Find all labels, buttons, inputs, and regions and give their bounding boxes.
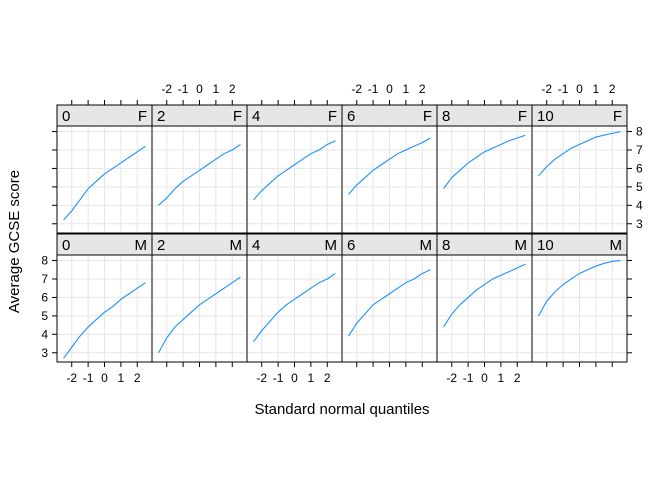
strip-label-right: F bbox=[328, 108, 337, 125]
series-line bbox=[443, 263, 526, 328]
x-tick-label-top: 1 bbox=[213, 82, 220, 96]
x-tick-label-bottom: -2 bbox=[66, 371, 77, 385]
x-tick-label-bottom: -2 bbox=[446, 371, 457, 385]
strip-label-left: 0 bbox=[62, 108, 70, 125]
x-axis-label: Standard normal quantiles bbox=[254, 401, 429, 418]
series-line bbox=[538, 130, 621, 177]
x-tick-label-bottom: 1 bbox=[308, 371, 315, 385]
y-tick-label-left: 8 bbox=[41, 254, 48, 268]
y-tick-label-right: 4 bbox=[636, 198, 643, 212]
y-tick-label-right: 7 bbox=[636, 143, 643, 157]
series-line bbox=[158, 143, 241, 206]
y-axis-label: Average GCSE score bbox=[6, 170, 23, 313]
x-tick-label-bottom: 1 bbox=[118, 371, 125, 385]
strip-label-left: 10 bbox=[537, 108, 554, 125]
series-line bbox=[538, 259, 621, 317]
series-line bbox=[158, 276, 241, 354]
strip bbox=[531, 233, 628, 256]
strip-label-right: F bbox=[233, 108, 242, 125]
strip-label-right: M bbox=[420, 237, 433, 254]
x-tick-label-bottom: 2 bbox=[324, 371, 331, 385]
strip-label-right: M bbox=[610, 237, 623, 254]
y-tick-label-left: 7 bbox=[41, 272, 48, 286]
y-tick-label-left: 5 bbox=[41, 309, 48, 323]
strip-label-right: F bbox=[423, 108, 432, 125]
y-tick-label-left: 3 bbox=[41, 346, 48, 360]
x-tick-label-top: 0 bbox=[386, 82, 393, 96]
y-tick-label-right: 3 bbox=[636, 217, 643, 231]
series-line bbox=[348, 269, 431, 337]
x-tick-label-top: -1 bbox=[178, 82, 189, 96]
panel: 10 M bbox=[531, 233, 628, 363]
strip-label-right: M bbox=[135, 237, 148, 254]
strip-label-left: 2 bbox=[157, 237, 165, 254]
x-tick-label-bottom: -1 bbox=[463, 371, 474, 385]
x-tick-label-bottom: 1 bbox=[498, 371, 505, 385]
x-tick-label-bottom: 2 bbox=[134, 371, 141, 385]
strip-label-left: 0 bbox=[62, 237, 70, 254]
x-tick-label-top: 0 bbox=[576, 82, 583, 96]
series-line bbox=[443, 134, 526, 190]
series-line bbox=[253, 140, 336, 201]
strip-label-right: M bbox=[515, 237, 528, 254]
strip-label-left: 6 bbox=[347, 108, 355, 125]
strip-label-right: M bbox=[325, 237, 338, 254]
strip-label-left: 4 bbox=[252, 237, 260, 254]
x-tick-label-top: 2 bbox=[609, 82, 616, 96]
x-tick-label-bottom: -2 bbox=[256, 371, 267, 385]
strip-label-left: 10 bbox=[537, 237, 554, 254]
strip-label-right: M bbox=[230, 237, 243, 254]
y-tick-label-right: 8 bbox=[636, 125, 643, 139]
series-line bbox=[63, 145, 146, 221]
strip-label-left: 4 bbox=[252, 108, 260, 125]
panel: 10 F bbox=[531, 104, 628, 234]
x-tick-label-top: -2 bbox=[351, 82, 362, 96]
y-tick-label-right: 6 bbox=[636, 161, 643, 175]
y-tick-label-right: 5 bbox=[636, 180, 643, 194]
strip-label-left: 2 bbox=[157, 108, 165, 125]
series-line bbox=[253, 272, 336, 343]
strip-label-right: F bbox=[518, 108, 527, 125]
x-tick-label-top: 2 bbox=[419, 82, 426, 96]
x-tick-label-bottom: 0 bbox=[101, 371, 108, 385]
x-tick-label-bottom: 2 bbox=[514, 371, 521, 385]
x-tick-label-top: 1 bbox=[593, 82, 600, 96]
x-tick-label-bottom: -1 bbox=[273, 371, 284, 385]
strip-label-left: 6 bbox=[347, 237, 355, 254]
x-tick-label-top: 2 bbox=[229, 82, 236, 96]
x-tick-label-bottom: 0 bbox=[291, 371, 298, 385]
strip-label-left: 8 bbox=[442, 237, 450, 254]
series-line bbox=[63, 282, 146, 359]
strip-label-right: F bbox=[613, 108, 622, 125]
x-tick-label-bottom: 0 bbox=[481, 371, 488, 385]
x-tick-label-top: -1 bbox=[558, 82, 569, 96]
x-tick-label-top: 0 bbox=[196, 82, 203, 96]
panels-layer: 0 F 2 F 4 F 6 F 8 F 10 F0 M 2 M 4 M 6 M 8 M 10 M bbox=[56, 104, 628, 363]
y-tick-label-left: 4 bbox=[41, 327, 48, 341]
y-tick-label-left: 6 bbox=[41, 290, 48, 304]
series-line bbox=[348, 137, 431, 195]
x-tick-label-top: 1 bbox=[403, 82, 410, 96]
strip-label-left: 8 bbox=[442, 108, 450, 125]
x-tick-label-top: -1 bbox=[368, 82, 379, 96]
x-tick-label-top: -2 bbox=[161, 82, 172, 96]
x-tick-label-bottom: -1 bbox=[83, 371, 94, 385]
x-tick-label-top: -2 bbox=[541, 82, 552, 96]
axes-layer: -2 -1 0 1 2-2 -1 0 1 2-2 -1 0 1 2-2 -1 0 1 2-2 -1 0 1 2-2 -1 0… bbox=[41, 82, 643, 385]
strip-label-right: F bbox=[138, 108, 147, 125]
